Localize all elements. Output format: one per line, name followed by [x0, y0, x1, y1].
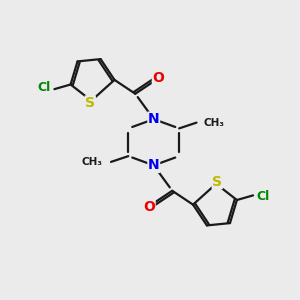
Text: N: N — [148, 158, 160, 172]
Text: Cl: Cl — [38, 82, 51, 94]
Text: CH₃: CH₃ — [203, 118, 224, 128]
Text: CH₃: CH₃ — [82, 157, 103, 167]
Text: Cl: Cl — [256, 190, 270, 203]
Text: O: O — [143, 200, 155, 214]
Text: N: N — [148, 112, 160, 126]
Text: S: S — [212, 175, 222, 188]
Text: S: S — [85, 96, 95, 110]
Text: O: O — [152, 70, 164, 85]
